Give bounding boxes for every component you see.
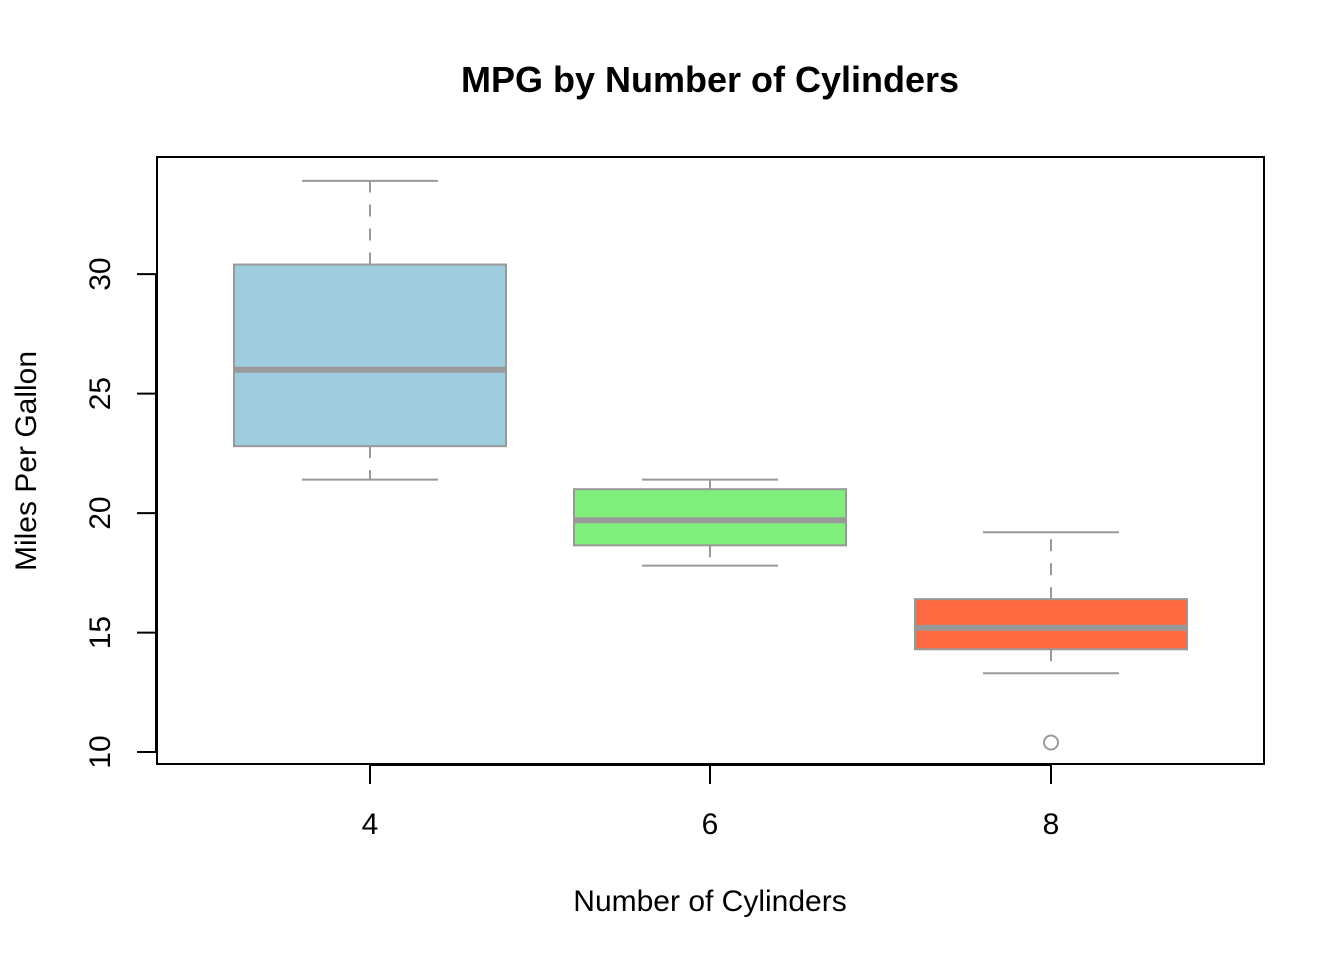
y-tick-label-25: 25: [84, 377, 117, 410]
boxes-group: [233, 179, 1188, 751]
y-tick-label-20: 20: [84, 496, 117, 529]
box-6: [573, 478, 847, 567]
y-tick-label-10: 10: [84, 735, 117, 768]
box-rect-4: [233, 263, 507, 448]
box-4: [233, 179, 507, 481]
y-tick-label-30: 30: [84, 257, 117, 290]
y-tick-label-15: 15: [84, 616, 117, 649]
y-axis: 10 15 20 25 30: [84, 257, 157, 769]
y-axis-label: Miles Per Gallon: [10, 351, 43, 571]
x-tick-label-8: 8: [1043, 808, 1060, 841]
x-tick-label-4: 4: [362, 808, 379, 841]
chart-title: MPG by Number of Cylinders: [461, 59, 959, 100]
outlier-8-0: [1043, 734, 1059, 751]
x-axis: 4 6 8: [362, 764, 1060, 841]
box-rect-8: [914, 598, 1188, 651]
x-axis-label: Number of Cylinders: [573, 885, 846, 918]
x-tick-label-6: 6: [702, 808, 719, 841]
box-8: [914, 531, 1188, 751]
